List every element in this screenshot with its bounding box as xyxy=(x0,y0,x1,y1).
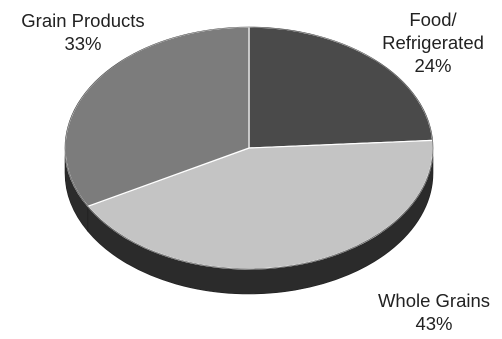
slice-label-food-refrigerated: Food/ Refrigerated 24% xyxy=(367,8,499,77)
slice-name: Whole Grains xyxy=(377,290,491,311)
slice-name: Grain Products xyxy=(21,10,145,31)
slices-layer xyxy=(64,26,434,295)
slice-percent: 24% xyxy=(414,55,452,76)
slice-label-whole-grains: Whole Grains 43% xyxy=(366,289,502,335)
slice-name: Food/ Refrigerated xyxy=(382,9,484,53)
slice-percent: 43% xyxy=(415,313,453,334)
slice-label-grain-products: Grain Products 33% xyxy=(8,9,158,55)
pie-rim xyxy=(64,26,434,270)
slice-percent: 33% xyxy=(64,33,102,54)
